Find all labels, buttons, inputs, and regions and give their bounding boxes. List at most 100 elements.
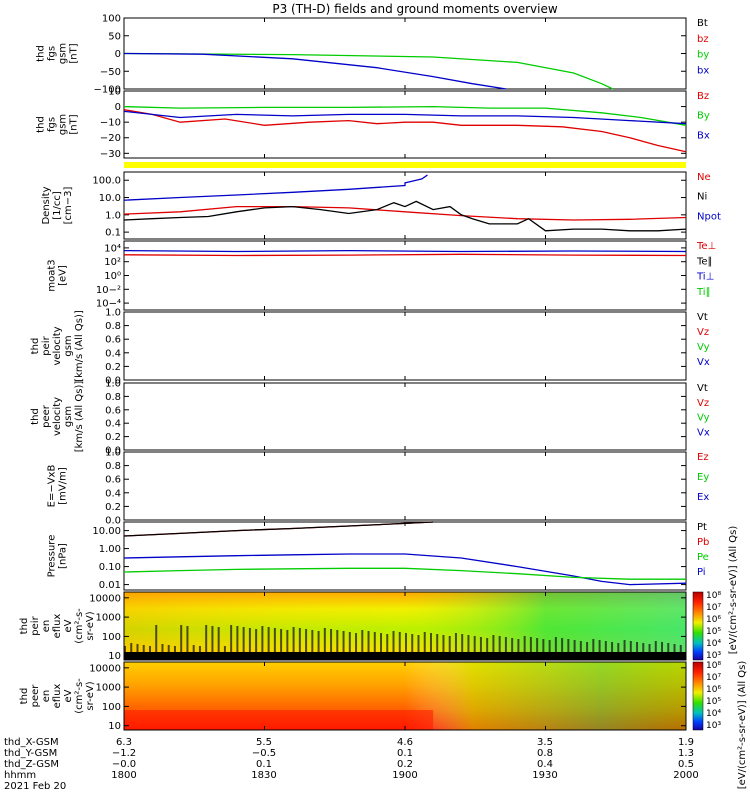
y-tick-label: 1.0 (105, 379, 121, 390)
xaxis-value: 0.8 (537, 748, 553, 759)
y-tick-label: 0 (115, 102, 121, 113)
panel-fgs-gsm-2: 10 0 −10 −20 −30 thdfgsgsm[nT] Bz By Bx (36, 87, 710, 160)
y-axis-label-line: gsm (63, 406, 74, 427)
heatmap-noise (673, 644, 676, 652)
series-line-Bx (123, 110, 687, 125)
y-tick-label: 0.6 (105, 335, 121, 346)
y-axis-label-line: peer (30, 684, 41, 708)
legend-label: Vz (697, 398, 709, 409)
heatmap-noise (429, 633, 432, 652)
legend-label: Pe (697, 552, 709, 563)
colorbar-tick: 10⁴ (706, 709, 721, 719)
legend-label: Pi (697, 567, 706, 578)
y-axis-label: thdpeirenefluxeV(cm²-s-sr-eV) (19, 608, 96, 644)
heatmap-noise (124, 646, 126, 652)
y-axis-label-line: fgs (47, 117, 58, 132)
y-tick-label: 0.01 (99, 580, 121, 591)
y-axis-label-line: en (41, 620, 52, 633)
y-axis-label-line: gsm (58, 43, 69, 64)
series-line-By (123, 105, 687, 126)
legend-label: Vx (697, 357, 710, 368)
xaxis-value: −0.5 (252, 748, 276, 759)
heatmap-noise (629, 641, 632, 652)
heatmap-noise (573, 640, 576, 652)
y-axis-label-line: velocity (52, 397, 63, 436)
y-tick-label: 10.00 (92, 526, 121, 537)
y-axis-label-line: [km/s (All Qs)] (74, 381, 85, 453)
panel-fgs-gsm: 100 50 0 −50 −100 thdfgsgsm[nT] Bt bz by bx (36, 14, 710, 96)
heatmap-noise (273, 628, 276, 652)
y-tick-label: 10 (108, 721, 121, 732)
y-tick-label: 10⁴ (104, 243, 121, 254)
y-axis-label-line: peer (41, 404, 52, 428)
y-tick-label: 50 (108, 31, 121, 42)
y-axis-label: thdpeervelocitygsm[km/s (All Qs)] (30, 381, 85, 453)
y-tick-label: 1000 (96, 613, 121, 624)
y-axis-label-line: [nT] (69, 43, 80, 63)
y-tick-label: 100 (102, 702, 121, 713)
y-axis-label-line: eflux (52, 684, 63, 709)
y-axis-label-line: sr-eV) (85, 611, 96, 640)
panel-frame (123, 311, 687, 381)
heatmap-noise (148, 646, 151, 652)
y-tick-label: 1.00 (99, 544, 121, 555)
y-axis-label: thdpeirvelocitygsm[km/s (All Qs)] (30, 310, 85, 382)
panel-efield: 1.0 0.8 0.6 0.4 0.2 0.0 E=−VxB[mV/m] Ez Ey Ex (47, 448, 710, 527)
heatmap-noise (579, 641, 582, 652)
colorbar-tick: 10⁶ (706, 685, 721, 695)
heatmap-noise (205, 625, 208, 652)
y-tick-label: 100 (102, 632, 121, 643)
y-axis-label-line: [nPa] (58, 543, 69, 569)
y-tick-label: 10000 (89, 663, 121, 674)
panel-density: 100.0 10.0 1.0 0.1 Density[1/cc][cm−3] Ne Ni Np… (41, 171, 721, 240)
y-tick-label: 10² (104, 257, 121, 268)
xaxis-table: thd_X-GSM thd_Y-GSM thd_Z-GSM hhmm 2021 … (4, 737, 699, 792)
heatmap-noise (648, 644, 651, 652)
heatmap-noise (598, 640, 601, 652)
heatmap-noise (223, 646, 226, 652)
heatmap-noise (523, 636, 526, 652)
status-bar-yellow (124, 162, 686, 168)
y-tick-label: 10⁰ (104, 271, 121, 282)
y-tick-label: 1.0 (105, 210, 121, 221)
colorbar-tick: 10⁶ (706, 615, 721, 625)
xaxis-value: 1930 (532, 770, 557, 781)
heatmap-noise (373, 632, 376, 652)
y-axis-label: E=−VxB[mV/m] (47, 465, 69, 508)
y-axis-label: Pressure[nPa] (47, 535, 69, 578)
heatmap-noise (261, 626, 264, 652)
heatmap-noise (286, 630, 289, 652)
heatmap-noise (642, 643, 645, 652)
legend-label: Ex (697, 492, 709, 503)
heatmap-noise (292, 627, 295, 652)
legend-label: Vt (697, 312, 708, 323)
legend-label: Vy (697, 413, 710, 424)
xaxis-value: 0.4 (537, 759, 553, 770)
heatmap-noise (198, 646, 201, 652)
y-axis-label-line: eflux (52, 614, 63, 639)
xaxis-value: −1.2 (112, 748, 136, 759)
legend-label: Bz (697, 91, 709, 102)
y-tick-label: 10 (108, 651, 121, 662)
y-axis-label-line: velocity (52, 326, 63, 365)
y-axis-label-line: [nT] (69, 114, 80, 134)
colorbar-ion (692, 591, 704, 661)
heatmap-noise (517, 639, 520, 652)
y-tick-label: 0.0 (105, 516, 121, 527)
y-tick-label: 0.4 (105, 488, 121, 499)
xaxis-value: 1.3 (678, 748, 694, 759)
heatmap-noise (498, 636, 501, 652)
panel-frame (123, 451, 687, 521)
legend-label: Ti⊥ (696, 272, 714, 283)
xaxis-value: 1900 (392, 770, 417, 781)
heatmap-noise (217, 627, 220, 652)
y-axis-label-line: Pressure (47, 535, 58, 578)
heatmap-noise (242, 627, 245, 652)
colorbar-tick: 10⁷ (706, 673, 721, 683)
y-axis-label-line: (cm²-s- (74, 678, 85, 714)
legend-label: Bt (697, 18, 708, 29)
series-line-Pt (123, 521, 434, 537)
heatmap-noise (661, 642, 664, 652)
heatmap-noise (679, 645, 682, 652)
